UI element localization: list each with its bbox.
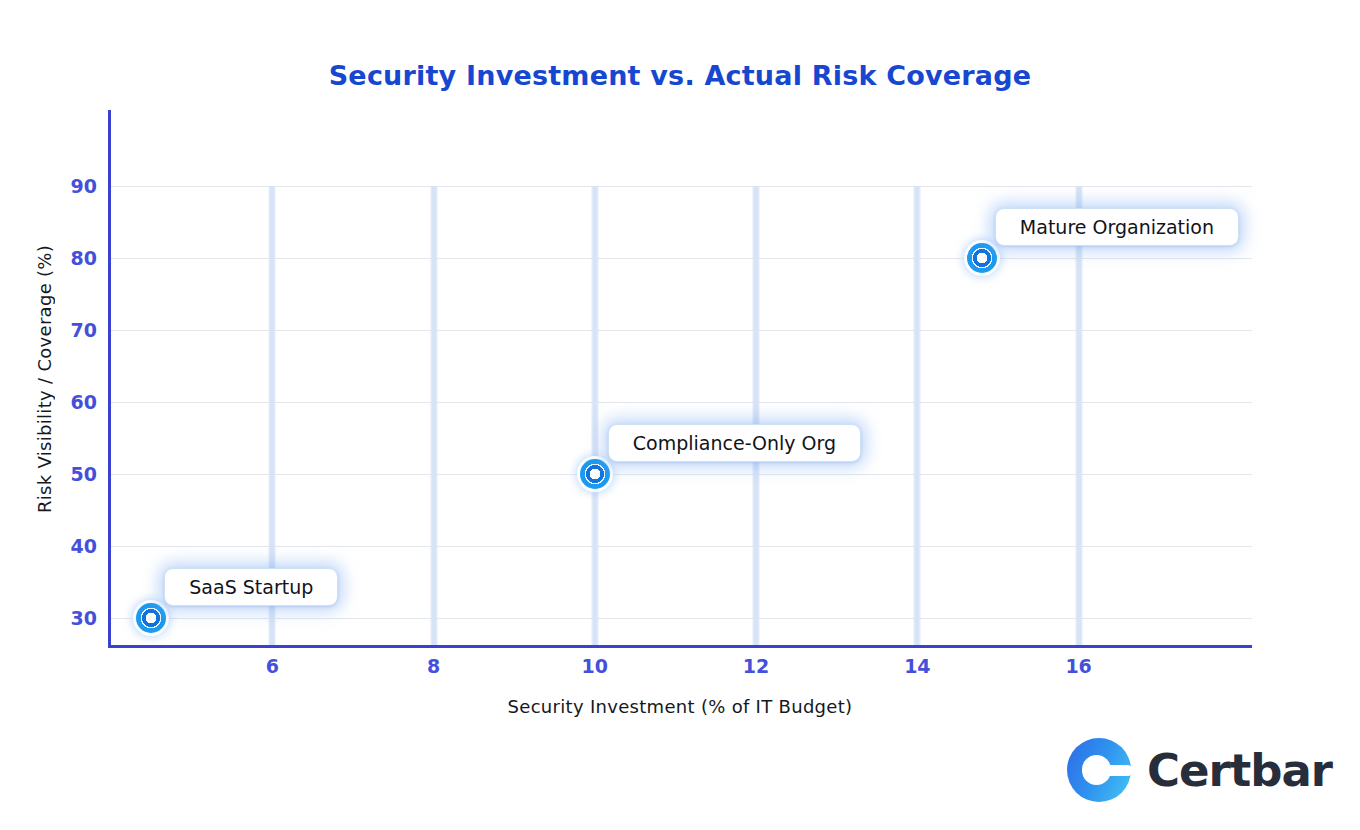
x-tick-label-16: 16 xyxy=(1065,657,1091,676)
point-label-mature-organization: Mature Organization xyxy=(995,208,1239,246)
gridline-band-x-12 xyxy=(752,186,761,645)
point-label-compliance-only-org: Compliance-Only Org xyxy=(608,424,861,462)
y-tick-label-40: 40 xyxy=(71,537,97,556)
x-tick-label-14: 14 xyxy=(904,657,930,676)
x-tick-label-10: 10 xyxy=(582,657,608,676)
gridline-band-x-8 xyxy=(429,186,438,645)
brand-lockup: Certbar xyxy=(1067,738,1332,802)
chart-title: Security Investment vs. Actual Risk Cove… xyxy=(0,60,1360,91)
plot-area: 304050607080906810121416SaaS StartupComp… xyxy=(108,110,1252,648)
gridline-band-x-14 xyxy=(913,186,922,645)
certbar-logo-icon xyxy=(1067,738,1131,802)
x-axis-title: Security Investment (% of IT Budget) xyxy=(108,696,1252,717)
point-label-saas-startup: SaaS Startup xyxy=(164,568,338,606)
brand-wordmark: Certbar xyxy=(1147,744,1332,797)
y-tick-label-70: 70 xyxy=(71,321,97,340)
gridline-band-x-10 xyxy=(590,186,599,645)
data-point-mature-organization[interactable] xyxy=(967,243,997,273)
gridline-band-x-16 xyxy=(1074,186,1083,645)
y-tick-label-30: 30 xyxy=(71,609,97,628)
y-axis-title: Risk Visibility / Coverage (%) xyxy=(34,110,55,648)
x-tick-label-12: 12 xyxy=(743,657,769,676)
data-point-saas-startup[interactable] xyxy=(136,603,166,633)
y-tick-label-50: 50 xyxy=(71,465,97,484)
x-tick-label-8: 8 xyxy=(427,657,440,676)
x-tick-label-6: 6 xyxy=(266,657,279,676)
y-tick-label-80: 80 xyxy=(71,249,97,268)
chart-page: Security Investment vs. Actual Risk Cove… xyxy=(0,0,1360,830)
y-tick-label-60: 60 xyxy=(71,393,97,412)
y-tick-label-90: 90 xyxy=(71,177,97,196)
data-point-compliance-only-org[interactable] xyxy=(580,459,610,489)
